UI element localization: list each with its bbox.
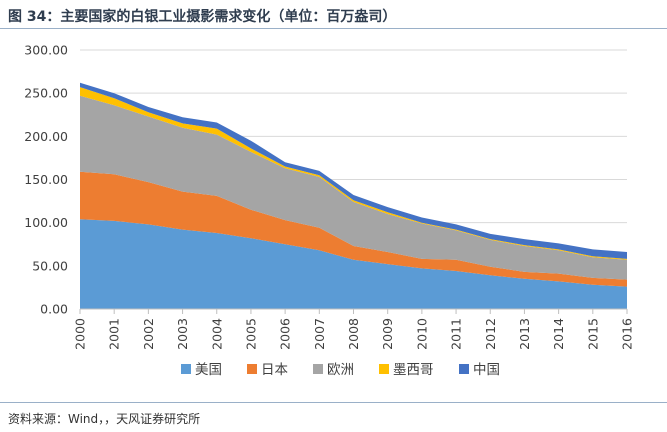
area-series-1 bbox=[80, 171, 627, 287]
legend-item: 日本 bbox=[247, 362, 288, 378]
x-tick-label: 2008 bbox=[346, 318, 361, 350]
legend-label: 欧洲 bbox=[327, 362, 354, 378]
area-series bbox=[80, 82, 627, 309]
legend-label: 中国 bbox=[473, 362, 500, 378]
x-tick-label: 2012 bbox=[483, 318, 498, 350]
y-tick-label: 0.00 bbox=[40, 302, 68, 317]
axes: 0.00 50.00 100.00 150.00 200.00 250.00 300.00 2… bbox=[24, 43, 634, 350]
area-series-3 bbox=[80, 87, 627, 260]
x-tick-label: 2014 bbox=[551, 318, 566, 350]
x-tick-label: 2007 bbox=[312, 318, 327, 350]
legend-swatch bbox=[459, 364, 469, 374]
x-tick-label: 2005 bbox=[243, 318, 258, 350]
x-tick-label: 2011 bbox=[449, 318, 464, 350]
legend-swatch bbox=[181, 364, 191, 374]
x-tick-label: 2015 bbox=[585, 318, 600, 350]
x-tick-label: 2004 bbox=[209, 318, 224, 350]
legend-item: 墨西哥 bbox=[379, 362, 434, 378]
area-series-2 bbox=[80, 95, 627, 280]
area-series-0 bbox=[80, 219, 627, 309]
legend-label: 墨西哥 bbox=[393, 362, 434, 378]
stacked-area-chart: 0.00 50.00 100.00 150.00 200.00 250.00 300.00 2… bbox=[24, 43, 634, 379]
y-tick-label: 150.00 bbox=[24, 172, 68, 187]
y-tick-label: 100.00 bbox=[24, 215, 68, 230]
x-tick-label: 2009 bbox=[380, 318, 395, 350]
x-tick-label: 2003 bbox=[175, 318, 190, 350]
area-series-4 bbox=[80, 82, 627, 259]
legend-swatch bbox=[313, 364, 323, 374]
y-tick-label: 300.00 bbox=[24, 43, 68, 58]
legend-label: 美国 bbox=[195, 362, 222, 378]
x-tick-label: 2016 bbox=[620, 318, 635, 350]
y-tick-label: 200.00 bbox=[24, 129, 68, 144]
x-tick-label: 2013 bbox=[517, 318, 532, 350]
x-tick-label: 2006 bbox=[278, 318, 293, 350]
x-tick-label: 2002 bbox=[141, 318, 156, 350]
x-tick-label: 2001 bbox=[107, 318, 122, 350]
figure-title: 图 34：主要国家的白银工业摄影需求变化（单位：百万盎司） bbox=[8, 9, 397, 25]
legend-item: 欧洲 bbox=[313, 362, 354, 378]
y-tick-label: 250.00 bbox=[24, 86, 68, 101]
legend-swatch bbox=[379, 364, 389, 374]
footer-divider bbox=[0, 402, 667, 403]
legend: 美国 日本 欧洲 墨西哥 中国 bbox=[181, 362, 500, 378]
legend-label: 日本 bbox=[261, 362, 288, 378]
title-divider bbox=[0, 28, 667, 29]
legend-item: 美国 bbox=[181, 362, 222, 378]
x-tick-label: 2000 bbox=[73, 318, 88, 350]
y-tick-label: 50.00 bbox=[32, 258, 68, 273]
x-tick-label: 2010 bbox=[414, 318, 429, 350]
legend-swatch bbox=[247, 364, 257, 374]
legend-item: 中国 bbox=[459, 362, 500, 378]
source-note: 资料来源：Wind，，天风证券研究所 bbox=[8, 412, 201, 426]
